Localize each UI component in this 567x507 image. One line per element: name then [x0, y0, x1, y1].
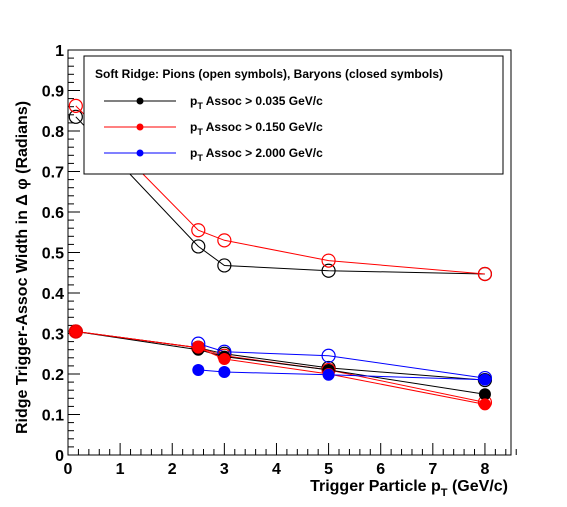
- legend-label-text: Assoc > 0.150 GeV/c: [203, 120, 323, 134]
- open-marker: [477, 266, 493, 282]
- closed-marker: [478, 398, 491, 411]
- closed-marker: [322, 368, 335, 381]
- y-tick-label: 0: [55, 448, 64, 465]
- open-marker: [217, 258, 232, 273]
- x-axis-tick-labels: 0 1 2 3 4 5 6 7 8: [64, 461, 490, 478]
- open-marker: [321, 253, 336, 268]
- legend-entry: pT Assoc > 0.035 GeV/c: [104, 94, 323, 111]
- y-tick-label: 0.7: [42, 165, 64, 182]
- x-tick-label: 3: [220, 461, 229, 478]
- x-tick-label: 2: [168, 461, 177, 478]
- axes-group: 0 1 2 3 4 5 6 7 8 0 0.1 0.2 0.3 0.4 0.5 0.6 0.7 0.8 0.9 1: [42, 43, 517, 478]
- x-axis-title-main: Trigger Particle p: [310, 478, 441, 495]
- closed-marker: [218, 353, 231, 366]
- legend-label-prefix: p: [190, 120, 197, 134]
- x-tick-label: 0: [64, 461, 73, 478]
- series-line: [75, 116, 485, 275]
- x-tick-label: 7: [428, 461, 437, 478]
- y-tick-label: 0.5: [42, 246, 64, 263]
- open-marker: [321, 348, 336, 363]
- legend-title: Soft Ridge: Pions (open symbols), Baryon…: [95, 67, 443, 81]
- legend-entries: pT Assoc > 0.035 GeV/cpT Assoc > 0.150 G…: [104, 94, 323, 163]
- open-marker: [217, 233, 232, 248]
- legend-label-text: Assoc > 0.035 GeV/c: [203, 94, 323, 108]
- series-group: [68, 98, 493, 282]
- x-axis-title-units: (GeV/c): [448, 478, 508, 495]
- open-marker: [191, 239, 206, 254]
- x-tick-label: 1: [116, 461, 125, 478]
- series-line: [198, 343, 485, 379]
- x-axis-ticks: [67, 443, 517, 455]
- open-marker: [68, 98, 83, 113]
- legend-box: [83, 55, 504, 175]
- legend-label-subscript: T: [197, 101, 203, 111]
- series-line: [198, 369, 485, 381]
- legend-entry: pT Assoc > 0.150 GeV/c: [104, 120, 323, 137]
- legend-label-text: Assoc > 2.000 GeV/c: [203, 146, 323, 160]
- legend-label-prefix: p: [190, 94, 197, 108]
- y-tick-label: 0.8: [42, 124, 64, 141]
- closed-marker: [192, 341, 205, 354]
- legend-label: pT Assoc > 2.000 GeV/c: [190, 146, 323, 163]
- legend-label-subscript: T: [197, 127, 203, 137]
- closed-marker: [478, 388, 491, 401]
- y-axis-ticks: [68, 49, 80, 456]
- x-tick-label: 5: [324, 461, 333, 478]
- y-tick-label: 0.6: [42, 205, 64, 222]
- closed-marker: [218, 365, 231, 378]
- legend-label: pT Assoc > 0.150 GeV/c: [190, 120, 323, 137]
- y-tick-label: 0.3: [42, 327, 64, 344]
- x-axis-title: Trigger Particle pT (GeV/c): [310, 478, 508, 499]
- legend-entry: pT Assoc > 2.000 GeV/c: [104, 146, 323, 163]
- legend-label-prefix: p: [190, 146, 197, 160]
- legend-marker-swatch: [136, 149, 144, 157]
- legend-marker-swatch: [136, 123, 144, 131]
- series-layer: [68, 98, 493, 411]
- closed-marker: [192, 363, 205, 376]
- x-tick-label: 4: [272, 461, 281, 478]
- closed-marker: [69, 325, 82, 338]
- open-marker: [68, 109, 83, 124]
- series-group: [192, 363, 491, 386]
- legend-label-subscript: T: [197, 153, 203, 163]
- y-tick-label: 1: [55, 43, 64, 60]
- legend-label: pT Assoc > 0.035 GeV/c: [190, 94, 323, 111]
- y-axis-title: Ridge Trigger-Assoc Width in Δ φ (Radian…: [14, 101, 31, 434]
- open-marker: [68, 324, 83, 339]
- open-marker: [191, 223, 206, 238]
- x-tick-label: 6: [376, 461, 385, 478]
- legend: Soft Ridge: Pions (open symbols), Baryon…: [83, 55, 504, 175]
- y-tick-label: 0.9: [42, 84, 64, 101]
- y-axis-tick-labels: 0 0.1 0.2 0.3 0.4 0.5 0.6 0.7 0.8 0.9 1: [42, 43, 64, 465]
- y-tick-label: 0.1: [42, 408, 64, 425]
- x-axis-title-subscript: T: [441, 487, 448, 499]
- open-marker: [321, 263, 336, 278]
- legend-marker-swatch: [136, 97, 144, 105]
- series-line: [75, 105, 485, 275]
- y-tick-label: 0.4: [42, 286, 64, 303]
- x-tick-label: 8: [480, 461, 489, 478]
- y-tick-label: 0.2: [42, 367, 64, 384]
- closed-marker: [478, 373, 491, 386]
